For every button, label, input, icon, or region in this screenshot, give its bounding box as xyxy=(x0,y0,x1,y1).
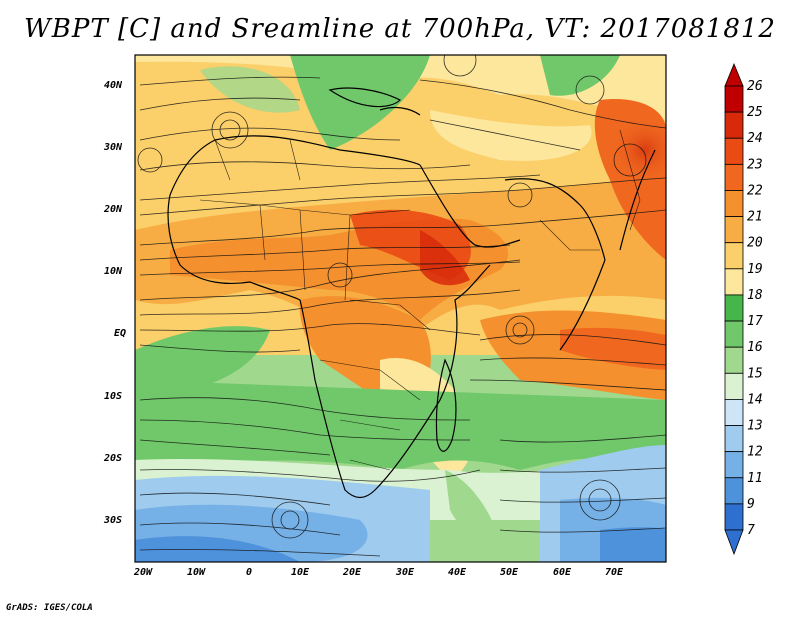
colorbar-swatch xyxy=(724,111,744,139)
lon-label-40e: 40E xyxy=(448,567,467,578)
streamlines xyxy=(137,55,666,557)
colorbar-label: 20 xyxy=(747,236,763,251)
lon-label-50e: 50E xyxy=(500,567,519,578)
colorbar-label: 24 xyxy=(747,131,763,146)
colorbar-bottom-arrow xyxy=(724,529,744,556)
colorbar-label: 23 xyxy=(747,157,763,172)
colorbar-swatch xyxy=(724,242,744,270)
colorbar-swatch xyxy=(724,320,744,348)
colorbar-label: 15 xyxy=(747,366,763,381)
colorbar-top-arrow xyxy=(724,62,744,87)
lat-label-10s: 10S xyxy=(104,391,123,402)
map-panel xyxy=(135,55,666,562)
colorbar-swatch xyxy=(724,503,744,531)
colorbar-swatch xyxy=(724,163,744,191)
colorbar-swatch xyxy=(724,216,744,244)
colorbar-label: 22 xyxy=(747,183,763,198)
colorbar-label: 26 xyxy=(747,79,763,94)
map-title: WBPT [C] and Sreamline at 700hPa, VT: 20… xyxy=(24,14,776,44)
colorbar-swatch xyxy=(724,451,744,479)
colorbar-swatch xyxy=(724,425,744,453)
colorbar-swatch xyxy=(724,399,744,426)
colorbar-label: 17 xyxy=(747,314,763,329)
colorbar-swatch xyxy=(724,85,744,113)
colorbar-label: 14 xyxy=(747,392,763,407)
lon-label-60e: 60E xyxy=(553,567,572,578)
colorbar-swatch xyxy=(724,372,744,400)
lon-label-30e: 30E xyxy=(396,567,415,578)
colorbar-label: 18 xyxy=(747,288,763,303)
map-frame xyxy=(134,54,667,563)
lat-label-30s: 30S xyxy=(104,515,123,526)
colorbar-swatch xyxy=(724,268,744,296)
lat-label-10n: 10N xyxy=(104,266,123,277)
lat-label-30n: 30N xyxy=(104,142,123,153)
lat-label-20n: 20N xyxy=(104,204,123,215)
colorbar-label: 25 xyxy=(747,105,763,120)
grads-credit: GrADS: IGES/COLA xyxy=(6,603,93,613)
lat-label-20s: 20S xyxy=(104,453,123,464)
lat-label-eq: EQ xyxy=(114,328,127,339)
colorbar-swatch xyxy=(724,294,744,322)
colorbar-swatch xyxy=(724,477,744,505)
lon-label-20w: 20W xyxy=(134,567,153,578)
colorbar-label: 21 xyxy=(747,210,763,225)
lon-label-0: 0 xyxy=(246,567,253,578)
colorbar-label: 7 xyxy=(747,523,755,538)
lon-label-10e: 10E xyxy=(291,567,310,578)
lat-label-40n: 40N xyxy=(104,80,123,91)
lon-label-10w: 10W xyxy=(187,567,206,578)
colorbar-label: 12 xyxy=(747,445,763,460)
colorbar: 26 25 24 23 22 21 20 19 18 17 16 15 14 13 12 11 9 7 xyxy=(724,62,763,556)
lon-label-20e: 20E xyxy=(343,567,362,578)
colorbar-label: 13 xyxy=(747,419,763,434)
colorbar-label: 16 xyxy=(747,340,763,355)
lon-label-70e: 70E xyxy=(605,567,624,578)
coastlines xyxy=(167,87,656,499)
colorbar-swatch xyxy=(724,190,744,217)
colorbar-swatch xyxy=(724,346,744,374)
country-borders xyxy=(199,129,641,471)
colorbar-label: 11 xyxy=(747,471,763,486)
colorbar-label: 19 xyxy=(747,262,763,277)
colorbar-label: 9 xyxy=(747,497,755,512)
colorbar-swatch xyxy=(724,137,744,165)
